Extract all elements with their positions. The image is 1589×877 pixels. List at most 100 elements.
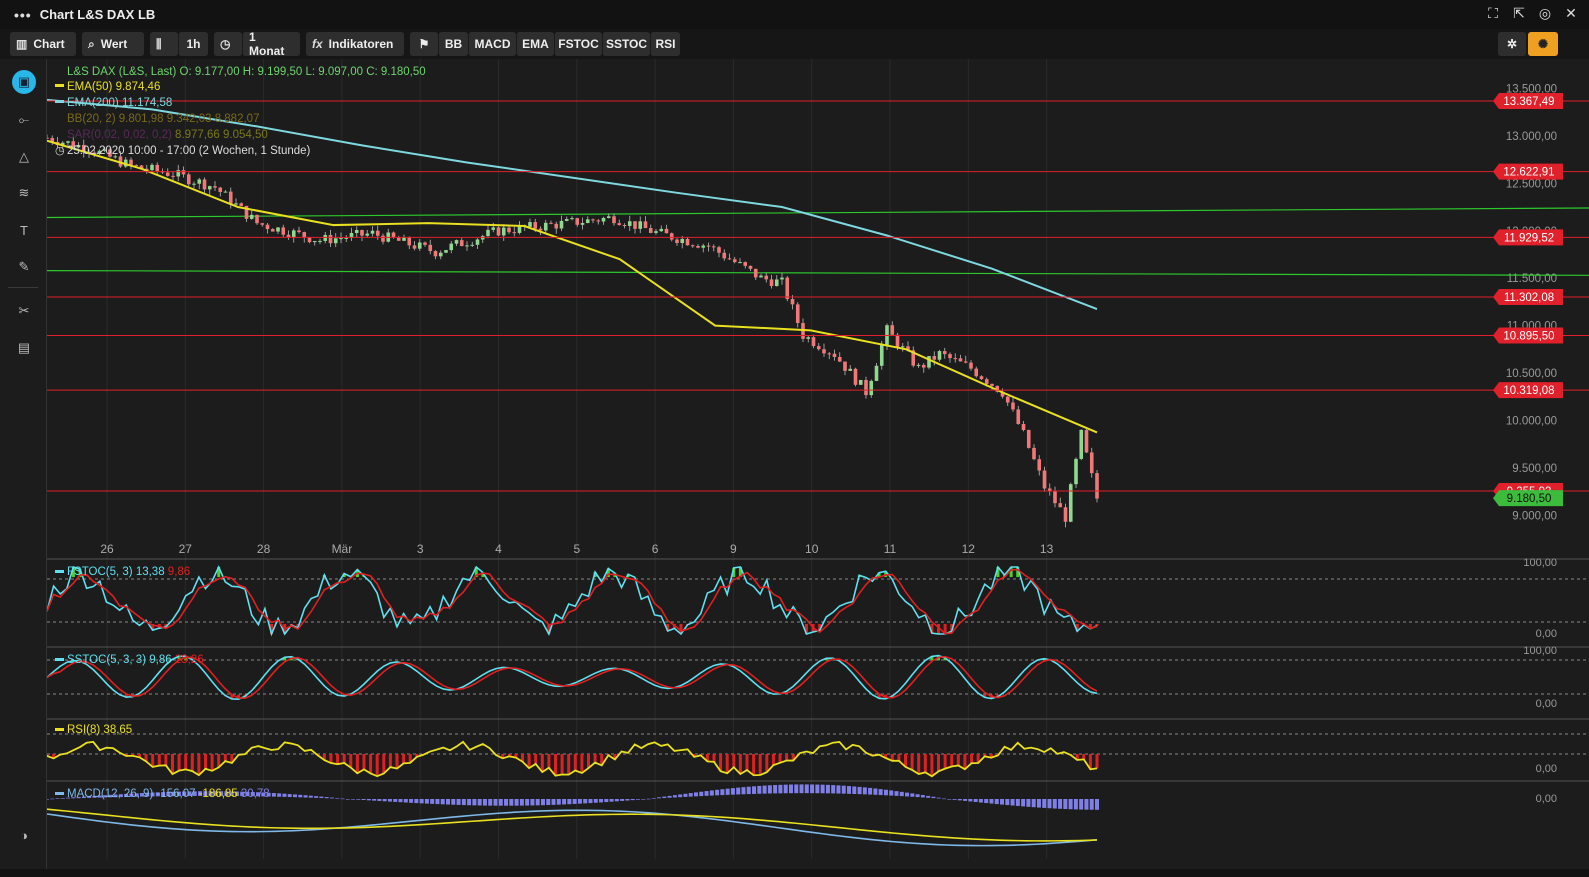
macd-histogram-bar xyxy=(113,794,118,798)
macd-histogram-bar xyxy=(277,793,282,797)
macd-histogram-bar xyxy=(166,791,171,797)
interval-button[interactable]: 1h xyxy=(178,32,208,56)
fstoc-swatch xyxy=(55,570,64,573)
macd-histogram-bar xyxy=(646,798,651,800)
macd-histogram-bar xyxy=(398,799,403,803)
ema50-swatch xyxy=(55,84,64,87)
fstoc-ymin-label: 0,00 xyxy=(1536,628,1557,640)
fibonacci-tool-icon[interactable]: ≋ xyxy=(18,185,30,200)
candle-body xyxy=(596,220,601,222)
macd-histogram-bar xyxy=(514,799,519,806)
triangle-tool-icon[interactable]: △ xyxy=(19,149,29,164)
macd-histogram-bar xyxy=(757,785,762,794)
macd-histogram-bar xyxy=(366,799,371,801)
candle-body xyxy=(512,232,517,234)
candle-body xyxy=(312,241,317,243)
macd-histogram-bar xyxy=(50,798,55,800)
macd-histogram-bar xyxy=(224,791,229,796)
line-tool-icon[interactable]: ⟜ xyxy=(18,112,30,127)
indicator-chip[interactable]: SSTOC xyxy=(602,32,650,56)
interval-icon-button[interactable]: ⫼ xyxy=(150,32,178,56)
crosshair-button[interactable]: ✲ xyxy=(1498,32,1526,56)
contrast-icon[interactable]: ◑ xyxy=(20,827,28,843)
macd-histogram-bar xyxy=(857,786,862,795)
chart-type-button[interactable]: ▥ Chart xyxy=(10,32,76,56)
macd-histogram-bar xyxy=(657,797,662,799)
candle-body xyxy=(979,376,984,380)
candle-body xyxy=(570,218,574,220)
candle-body xyxy=(265,224,270,230)
last-price-label: 9.180,50 xyxy=(1507,493,1552,505)
candle-body xyxy=(958,358,963,362)
candle-body xyxy=(843,361,847,371)
sstoc-swatch xyxy=(55,658,64,661)
x-tick-label: 28 xyxy=(257,542,271,556)
close-icon[interactable]: ✕ xyxy=(1565,5,1577,21)
fullscreen-icon[interactable]: ⛶ xyxy=(1488,5,1498,21)
indicator-chip-label: BB xyxy=(444,37,463,51)
window-menu-icon[interactable]: ••• xyxy=(14,6,32,23)
macd-histogram-bar xyxy=(910,793,915,797)
wert-button[interactable]: ⌕ Wert xyxy=(82,32,144,56)
bookmark-button[interactable]: ⚑ xyxy=(410,32,438,56)
indicator-chip-label: FSTOC xyxy=(558,37,599,51)
settings-icon[interactable]: ◎ xyxy=(1538,5,1552,21)
macd-histogram-bar xyxy=(651,798,656,799)
macd-histogram-bar xyxy=(905,792,910,797)
theme-button[interactable]: ✺ xyxy=(1528,32,1558,56)
candle-body xyxy=(150,164,154,171)
range-icon-button[interactable]: ◷ xyxy=(214,32,242,56)
macd-histogram-bar xyxy=(213,791,218,796)
macd-histogram-bar xyxy=(693,792,698,797)
candle-body xyxy=(402,237,406,241)
macd-histogram-bar xyxy=(730,788,735,795)
tools-icon[interactable]: ✂ xyxy=(18,303,30,318)
cursor-tool-icon[interactable]: ▣ xyxy=(12,70,36,94)
macd-histogram-bar xyxy=(831,785,836,794)
list-icon[interactable]: ▤ xyxy=(17,340,31,355)
macd-histogram-bar xyxy=(973,799,978,802)
macd-histogram-bar xyxy=(878,789,883,796)
macd-histogram-bar xyxy=(155,792,160,797)
chart-area[interactable]: 26 27 28 Mär 3 4 5 6 9 10 11 12 13 13.500,00 13.000,00… xyxy=(47,59,1589,869)
macd-histogram-bar xyxy=(435,799,440,805)
ema200-line xyxy=(47,98,1098,311)
candle-body xyxy=(748,265,753,269)
candle-body xyxy=(911,350,916,366)
indicators-button[interactable]: fx Indikatoren xyxy=(306,32,404,56)
title-bar: ••• Chart L&S DAX LB ⛶ ⇱ ◎ ✕ xyxy=(0,0,1589,29)
indicator-chip[interactable]: MACD xyxy=(468,32,516,56)
indicator-chip[interactable]: FSTOC xyxy=(554,32,602,56)
x-tick-label: 11 xyxy=(884,542,897,556)
macd-histogram-bar xyxy=(630,799,635,801)
candle-body xyxy=(795,304,800,324)
indicator-chip[interactable]: EMA xyxy=(516,32,554,56)
indicator-chip-label: MACD xyxy=(474,37,511,51)
macd-histogram-bar xyxy=(1073,799,1078,810)
popout-icon[interactable]: ⇱ xyxy=(1513,5,1525,21)
macd-histogram-bar xyxy=(87,796,92,798)
status-strip xyxy=(0,869,1589,877)
text-tool-icon[interactable]: T xyxy=(20,222,28,238)
macd-histogram-bar xyxy=(736,787,741,795)
y-tick-label: 13.000,00 xyxy=(1506,131,1557,143)
range-button[interactable]: 1 Monat xyxy=(242,30,300,58)
macd-histogram-bar xyxy=(540,799,545,806)
price-line-tag xyxy=(1493,163,1563,180)
macd-histogram-bar xyxy=(562,799,567,805)
macd-histogram-bar xyxy=(60,797,65,799)
candle-body xyxy=(302,232,307,238)
candle-body xyxy=(97,150,102,155)
rsi-legend: RSI(8) 38,65 xyxy=(67,724,132,736)
candle-body xyxy=(963,361,968,363)
candle-body xyxy=(780,277,784,280)
macd-histogram-bar xyxy=(957,799,962,801)
macd-histogram-bar xyxy=(1021,799,1026,807)
indicator-chip[interactable]: BB xyxy=(438,32,468,56)
candle-body xyxy=(318,240,322,242)
indicator-chip[interactable]: RSI xyxy=(650,32,680,56)
candle-body xyxy=(1074,458,1078,485)
edit-tool-icon[interactable]: ✎ xyxy=(18,259,30,274)
macd-histogram-bar xyxy=(219,791,224,796)
macd-histogram-bar xyxy=(1047,799,1052,809)
